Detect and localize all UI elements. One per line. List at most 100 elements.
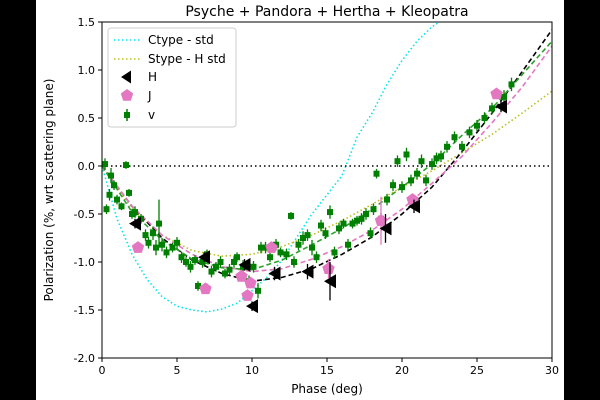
- data-point-v: [288, 212, 294, 220]
- data-point-v: [304, 229, 311, 241]
- y-tick-label: -0.5: [74, 208, 95, 221]
- data-point-v: [459, 141, 465, 153]
- pentagon-marker: [244, 276, 257, 289]
- data-point-v: [345, 238, 351, 251]
- data-point-v: [250, 261, 257, 273]
- square-marker: [295, 241, 302, 248]
- data-point-j: [244, 276, 257, 289]
- triangle-marker: [379, 221, 392, 236]
- square-marker: [126, 189, 132, 196]
- left-black-border: [0, 0, 36, 400]
- data-point-v: [192, 255, 198, 265]
- square-marker: [156, 220, 162, 227]
- y-axis-label: Polarization (%, wrt scattering plane): [42, 79, 56, 302]
- square-marker: [340, 220, 347, 227]
- data-point-v: [322, 227, 329, 239]
- square-marker: [174, 239, 180, 246]
- square-marker: [102, 161, 108, 168]
- x-tick-label: 5: [174, 364, 181, 377]
- triangle-marker: [246, 299, 258, 314]
- data-point-h: [379, 214, 392, 243]
- square-marker: [309, 244, 315, 251]
- x-axis-label: Phase (deg): [291, 382, 363, 396]
- square-marker: [114, 196, 120, 203]
- square-marker: [208, 268, 215, 275]
- data-point-v: [156, 199, 162, 248]
- data-point-v: [358, 213, 365, 225]
- square-marker: [192, 257, 198, 264]
- data-point-v: [222, 268, 228, 279]
- data-point-v: [370, 203, 377, 215]
- square-marker: [508, 81, 515, 88]
- data-point-v: [262, 241, 269, 254]
- data-point-v: [163, 246, 170, 259]
- data-point-j: [241, 289, 254, 301]
- data-point-v: [408, 174, 414, 187]
- legend: Ctype - std Stype - H std H J v: [107, 27, 237, 128]
- data-point-v: [367, 227, 374, 239]
- x-axis-ticks: 0 5 10 15 20 25 30: [99, 358, 559, 377]
- square-marker: [217, 259, 224, 265]
- x-tick-label: 25: [470, 364, 484, 377]
- square-marker: [291, 259, 297, 265]
- square-marker: [367, 230, 374, 237]
- y-tick-label: -1.5: [74, 304, 95, 317]
- square-marker: [258, 244, 264, 251]
- triangle-marker: [268, 266, 281, 281]
- legend-stype-label: Stype - H std: [148, 52, 226, 66]
- data-point-v: [349, 218, 356, 229]
- data-point-v: [474, 119, 480, 132]
- square-marker: [433, 155, 440, 162]
- data-point-v: [208, 265, 215, 278]
- triangle-marker: [408, 199, 420, 214]
- square-marker: [466, 129, 473, 136]
- y-tick-label: 0.0: [78, 160, 96, 173]
- square-marker: [444, 143, 450, 150]
- x-tick-label: 0: [99, 364, 106, 377]
- data-point-v: [142, 229, 149, 241]
- x-tick-label: 30: [545, 364, 559, 377]
- y-tick-label: 1.0: [78, 64, 96, 77]
- data-point-v: [213, 262, 219, 272]
- legend-v-label: v: [148, 108, 155, 122]
- data-point-v: [159, 238, 165, 252]
- square-marker: [429, 161, 435, 168]
- triangle-marker: [324, 274, 336, 289]
- data-point-v: [309, 239, 315, 256]
- data-point-v: [300, 231, 306, 245]
- data-point-j: [265, 241, 278, 253]
- square-marker: [418, 158, 425, 165]
- square-marker: [313, 254, 320, 261]
- data-point-v: [234, 252, 240, 262]
- data-point-v: [217, 256, 224, 268]
- square-marker: [159, 241, 165, 248]
- data-point-v: [423, 174, 429, 187]
- square-marker: [408, 177, 414, 184]
- data-point-v: [451, 131, 458, 143]
- square-marker: [354, 217, 360, 224]
- data-point-v: [118, 202, 125, 211]
- square-marker: [399, 184, 405, 191]
- y-tick-label: -2.0: [74, 352, 95, 365]
- square-marker: [363, 211, 369, 217]
- chart-title: Psyche + Pandora + Hertha + Kleopatra: [185, 4, 468, 20]
- data-point-v: [444, 141, 450, 153]
- data-point-j: [490, 87, 503, 100]
- data-point-v: [336, 222, 342, 235]
- data-point-j: [199, 282, 212, 295]
- data-point-j: [374, 196, 388, 245]
- data-point-v: [394, 155, 401, 167]
- legend-box: [107, 27, 237, 128]
- data-point-j: [322, 259, 335, 279]
- data-point-v: [123, 161, 129, 169]
- square-marker: [438, 153, 444, 160]
- data-point-v: [295, 238, 302, 251]
- square-marker: [394, 158, 401, 165]
- data-point-v: [106, 189, 113, 201]
- square-marker: [283, 251, 290, 258]
- pentagon-marker: [241, 289, 254, 301]
- data-point-v: [466, 126, 473, 139]
- legend-v-marker: [124, 112, 130, 118]
